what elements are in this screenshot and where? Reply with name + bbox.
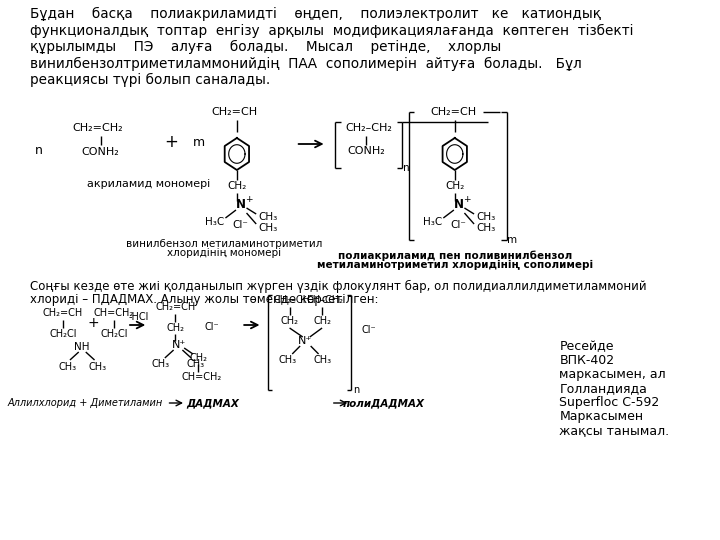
Text: CH₂Cl: CH₂Cl	[49, 329, 76, 339]
Text: n: n	[35, 144, 43, 157]
Text: CH₃: CH₃	[151, 359, 169, 369]
Text: N: N	[236, 199, 246, 212]
Text: ВПК-402: ВПК-402	[559, 354, 614, 367]
Text: CH₃: CH₃	[476, 212, 495, 222]
Text: CH₂Cl: CH₂Cl	[100, 329, 127, 339]
Text: CH₃: CH₃	[258, 212, 277, 222]
Text: Голландияда: Голландияда	[559, 382, 647, 395]
Text: H₃C: H₃C	[205, 217, 225, 227]
Text: CONH₂: CONH₂	[347, 146, 385, 156]
Text: құрылымды    ПЭ    алуға    болады.    Мысал    ретінде,    хлорлы: құрылымды ПЭ алуға болады. Мысал ретінде…	[30, 40, 501, 54]
Text: CH₂=CH₂: CH₂=CH₂	[73, 123, 123, 133]
Text: +: +	[463, 195, 471, 205]
Text: n: n	[354, 385, 359, 395]
Text: CH=CH₂: CH=CH₂	[181, 372, 222, 382]
Text: NH: NH	[74, 342, 90, 352]
Text: хлориді – ПДАДМАХ. Алыну жолы төменде көрсетілген:: хлориді – ПДАДМАХ. Алыну жолы төменде кө…	[30, 293, 378, 306]
Text: CH₃: CH₃	[279, 355, 297, 365]
Text: CH₂–CH: CH₂–CH	[274, 295, 311, 305]
Text: CONH₂: CONH₂	[82, 147, 120, 157]
Text: +: +	[88, 316, 99, 330]
Text: -HCl: -HCl	[128, 312, 148, 322]
Text: CH₃: CH₃	[476, 223, 495, 233]
Text: CH₂: CH₂	[228, 181, 246, 191]
Text: CH₃: CH₃	[88, 362, 107, 372]
Text: функционалдық  топтар  енгізу  арқылы  модификациялағанда  көптеген  тізбекті: функционалдық топтар енгізу арқылы модиф…	[30, 24, 633, 38]
Text: Cl⁻: Cl⁻	[205, 322, 220, 332]
Text: +: +	[164, 133, 178, 151]
Text: CH₃: CH₃	[258, 223, 277, 233]
Text: CH=CH₂: CH=CH₂	[94, 308, 134, 318]
Text: CH₂=CH: CH₂=CH	[156, 302, 196, 312]
Text: CH₂: CH₂	[445, 181, 464, 191]
Text: CH–CH₂: CH–CH₂	[306, 295, 343, 305]
Text: CH₃: CH₃	[314, 355, 332, 365]
Text: Бұдан    басқа    полиакриламидті    өңдеп,    полиэлектролит   ке   катиондық: Бұдан басқа полиакриламидті өңдеп, полиэ…	[30, 7, 600, 21]
Text: CH₂=CH: CH₂=CH	[430, 107, 476, 117]
Text: N⁺: N⁺	[298, 336, 312, 346]
Text: винилбензол метиламинотриметил: винилбензол метиламинотриметил	[125, 239, 322, 249]
Text: N: N	[454, 199, 464, 212]
Text: CH₂: CH₂	[189, 353, 207, 363]
Text: реакциясы түрі болып саналады.: реакциясы түрі болып саналады.	[30, 73, 270, 87]
Text: N⁺: N⁺	[172, 340, 186, 350]
Text: m: m	[193, 136, 205, 148]
Text: Cl⁻: Cl⁻	[450, 220, 467, 230]
Text: CH₂: CH₂	[281, 316, 299, 326]
Text: CH₂: CH₂	[166, 323, 184, 333]
Text: винилбензолтриметиламмонийдің  ПАА  сополимерін  айтуға  болады.   Бұл: винилбензолтриметиламмонийдің ПАА сополи…	[30, 57, 581, 71]
Text: ДАДМАХ: ДАДМАХ	[186, 398, 239, 408]
Text: CH₂=CH: CH₂=CH	[211, 107, 257, 117]
Text: Superfloc C-592: Superfloc C-592	[559, 396, 660, 409]
Text: полиакриламид пен поливинилбензол: полиакриламид пен поливинилбензол	[338, 251, 572, 261]
Text: хлоридінің мономері: хлоридінің мономері	[166, 248, 281, 258]
Text: +: +	[246, 195, 253, 205]
Text: Cl⁻: Cl⁻	[361, 325, 376, 335]
Text: Соңғы кезде өте жиі қолданылып жүрген үздік флокулянт бар, ол полидиаллилдиметил: Соңғы кезде өте жиі қолданылып жүрген үз…	[30, 280, 646, 293]
Text: Cl⁻: Cl⁻	[233, 220, 248, 230]
Text: CH₃: CH₃	[58, 362, 76, 372]
Text: Ресейде: Ресейде	[559, 340, 614, 353]
Text: CH₃: CH₃	[186, 359, 204, 369]
Text: Маркасымен: Маркасымен	[559, 410, 644, 423]
Text: n: n	[403, 163, 410, 173]
Text: маркасымен, ал: маркасымен, ал	[559, 368, 666, 381]
Text: полиДАДМАХ: полиДАДМАХ	[343, 398, 425, 408]
Text: H₃C: H₃C	[423, 217, 442, 227]
Text: акриламид мономері: акриламид мономері	[86, 179, 210, 189]
Text: CH₂=CH: CH₂=CH	[42, 308, 83, 318]
Text: Аллилхлорид + Диметиламин: Аллилхлорид + Диметиламин	[7, 398, 163, 408]
Text: m: m	[507, 235, 517, 245]
Text: метиламинотриметил хлоридінің сополимері: метиламинотриметил хлоридінің сополимері	[317, 260, 593, 270]
Text: жақсы танымал.: жақсы танымал.	[559, 424, 670, 437]
Text: CH₂–CH₂: CH₂–CH₂	[345, 123, 392, 133]
Text: CH₂: CH₂	[313, 316, 331, 326]
